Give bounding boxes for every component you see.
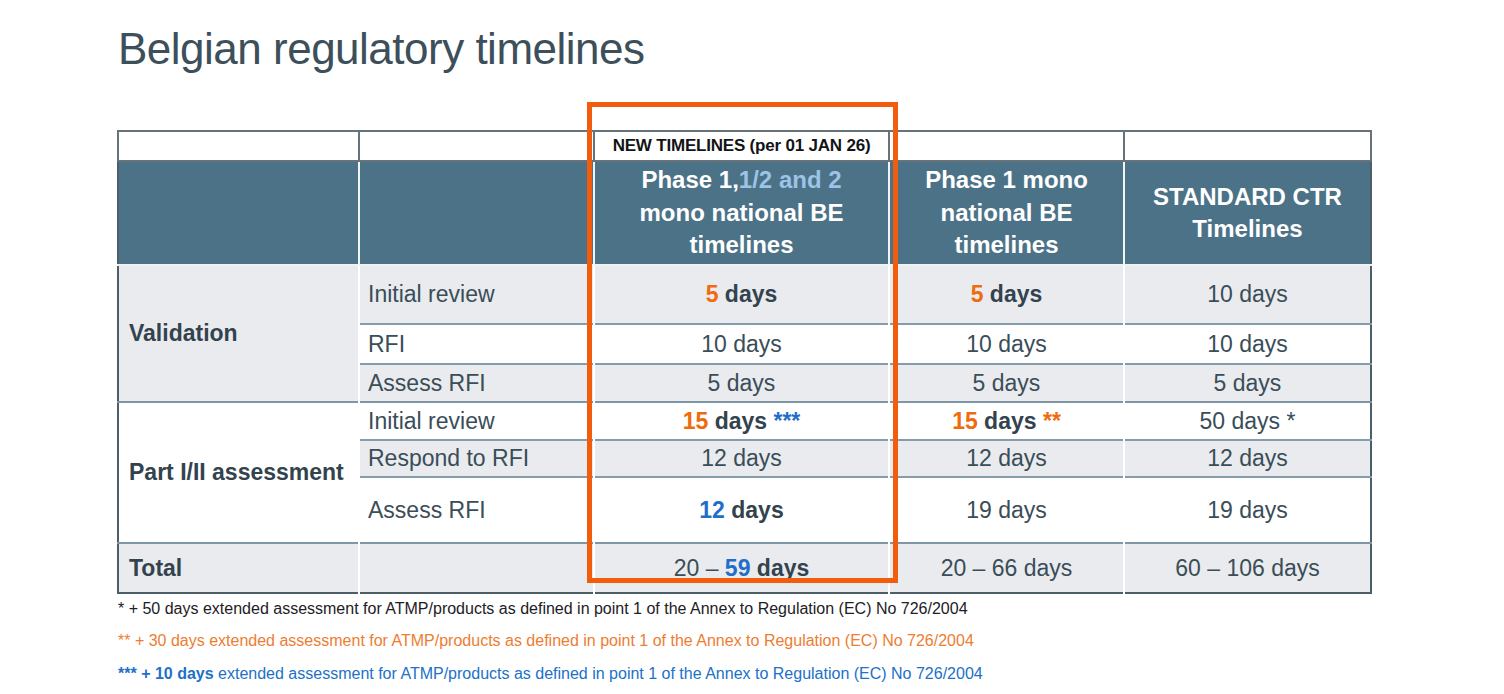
- footnote-3-rest: extended assessment for ATMP/products as…: [214, 665, 983, 682]
- value-new1: 12 days: [889, 440, 1124, 477]
- value-number: 12: [699, 497, 725, 523]
- total-empty-cell: [359, 543, 594, 593]
- value-unit: days: [978, 408, 1037, 434]
- header-row: Phase 1,1/2 and 2 mono national BE timel…: [118, 161, 1371, 265]
- row-part-initial-review: Part I/II assessment Initial review 15 d…: [118, 402, 1371, 440]
- header-phase12-accent: 1/2 and 2: [739, 166, 842, 193]
- row-validation-initial-review: Validation Initial review 5 days 5 days …: [118, 265, 1371, 324]
- header-phase12-lead: Phase 1,: [641, 166, 738, 193]
- footnote-3: *** + 10 days extended assessment for AT…: [118, 665, 1218, 683]
- value-number: 15: [683, 408, 709, 434]
- slide: Belgian regulatory timelines NEW TIMELIN…: [0, 0, 1504, 694]
- value-new1: 15 days **: [889, 402, 1124, 440]
- value-new12: 5 days: [594, 265, 889, 324]
- group-label-validation: Validation: [118, 265, 359, 402]
- footnotes: * + 50 days extended assessment for ATMP…: [118, 600, 1218, 694]
- value-new1: 5 days: [889, 364, 1124, 402]
- row-total: Total 20 – 59 days 20 – 66 days 60 – 106…: [118, 543, 1371, 593]
- activity-label: Assess RFI: [359, 477, 594, 543]
- banner-cell-empty: [118, 131, 359, 161]
- footnote-3-lead: *** + 10 days: [118, 665, 214, 682]
- value-new12: 12 days: [594, 477, 889, 543]
- value-new12: 5 days: [594, 364, 889, 402]
- footnote-marker: **: [1043, 408, 1061, 434]
- activity-label: Initial review: [359, 402, 594, 440]
- banner-cell-empty: [1124, 131, 1371, 161]
- total-unit: days: [750, 555, 809, 581]
- total-new12: 20 – 59 days: [594, 543, 889, 593]
- value-standard: 12 days: [1124, 440, 1371, 477]
- activity-label: Assess RFI: [359, 364, 594, 402]
- value-standard: 10 days: [1124, 324, 1371, 364]
- header-cell-empty: [359, 161, 594, 265]
- value-number: 5: [971, 281, 984, 307]
- value-unit: days: [983, 281, 1042, 307]
- value-standard: 50 days *: [1124, 402, 1371, 440]
- value-number: 15: [952, 408, 978, 434]
- activity-label: Respond to RFI: [359, 440, 594, 477]
- activity-label: RFI: [359, 324, 594, 364]
- header-phase12-rest: mono national BE timelines: [640, 199, 844, 258]
- footnote-marker: ***: [773, 408, 800, 434]
- total-number: 59: [725, 555, 751, 581]
- value-standard: 19 days: [1124, 477, 1371, 543]
- banner-cell-empty: [359, 131, 594, 161]
- column-header-standard-ctr: STANDARD CTR Timelines: [1124, 161, 1371, 265]
- total-standard: 60 – 106 days: [1124, 543, 1371, 593]
- value-unit: days: [725, 497, 784, 523]
- group-label-part-assessment: Part I/II assessment: [118, 402, 359, 543]
- regulatory-timelines-table: NEW TIMELINES (per 01 JAN 26) Phase 1,1/…: [117, 130, 1372, 594]
- footnote-2: ** + 30 days extended assessment for ATM…: [118, 632, 1218, 650]
- value-standard: 5 days: [1124, 364, 1371, 402]
- group-label-total: Total: [118, 543, 359, 593]
- value-unit: days: [708, 408, 767, 434]
- total-prefix: 20 –: [674, 555, 725, 581]
- value-new12: 10 days: [594, 324, 889, 364]
- page-title: Belgian regulatory timelines: [118, 24, 645, 74]
- value-new12: 12 days: [594, 440, 889, 477]
- value-new1: 10 days: [889, 324, 1124, 364]
- column-header-phase-1-mono: Phase 1 mono national BE timelines: [889, 161, 1124, 265]
- timelines-table: NEW TIMELINES (per 01 JAN 26) Phase 1,1/…: [117, 130, 1370, 594]
- value-new1: 5 days: [889, 265, 1124, 324]
- value-new12: 15 days ***: [594, 402, 889, 440]
- column-header-phase-1-12-2: Phase 1,1/2 and 2 mono national BE timel…: [594, 161, 889, 265]
- new-timelines-banner: NEW TIMELINES (per 01 JAN 26): [594, 131, 889, 161]
- value-standard: 10 days: [1124, 265, 1371, 324]
- banner-cell-empty: [889, 131, 1124, 161]
- value-new1: 19 days: [889, 477, 1124, 543]
- value-unit: days: [718, 281, 777, 307]
- value-number: 5: [706, 281, 719, 307]
- header-cell-empty: [118, 161, 359, 265]
- total-new1: 20 – 66 days: [889, 543, 1124, 593]
- banner-row: NEW TIMELINES (per 01 JAN 26): [118, 131, 1371, 161]
- activity-label: Initial review: [359, 265, 594, 324]
- footnote-1: * + 50 days extended assessment for ATMP…: [118, 600, 1218, 618]
